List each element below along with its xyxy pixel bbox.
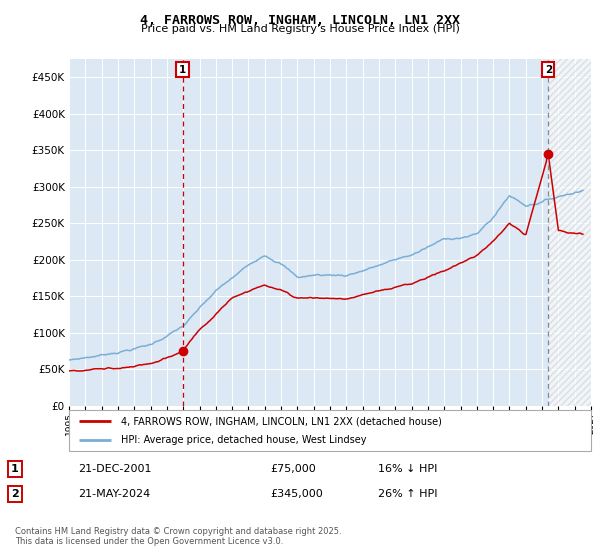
Text: 16% ↓ HPI: 16% ↓ HPI [378, 464, 437, 474]
Text: 2: 2 [545, 65, 552, 75]
Text: 21-MAY-2024: 21-MAY-2024 [78, 489, 150, 499]
Text: Contains HM Land Registry data © Crown copyright and database right 2025.
This d: Contains HM Land Registry data © Crown c… [15, 526, 341, 546]
Bar [548, 59, 591, 406]
Text: £75,000: £75,000 [270, 464, 316, 474]
Text: 21-DEC-2001: 21-DEC-2001 [78, 464, 151, 474]
Text: 1: 1 [179, 65, 187, 75]
Text: 4, FARROWS ROW, INGHAM, LINCOLN, LN1 2XX (detached house): 4, FARROWS ROW, INGHAM, LINCOLN, LN1 2XX… [121, 417, 442, 426]
Text: 1: 1 [11, 464, 19, 474]
Text: Price paid vs. HM Land Registry's House Price Index (HPI): Price paid vs. HM Land Registry's House … [140, 24, 460, 34]
Text: HPI: Average price, detached house, West Lindsey: HPI: Average price, detached house, West… [121, 435, 367, 445]
Text: 26% ↑ HPI: 26% ↑ HPI [378, 489, 437, 499]
Text: 4, FARROWS ROW, INGHAM, LINCOLN, LN1 2XX: 4, FARROWS ROW, INGHAM, LINCOLN, LN1 2XX [140, 14, 460, 27]
FancyBboxPatch shape [69, 410, 591, 451]
Text: £345,000: £345,000 [270, 489, 323, 499]
Text: 2: 2 [11, 489, 19, 499]
